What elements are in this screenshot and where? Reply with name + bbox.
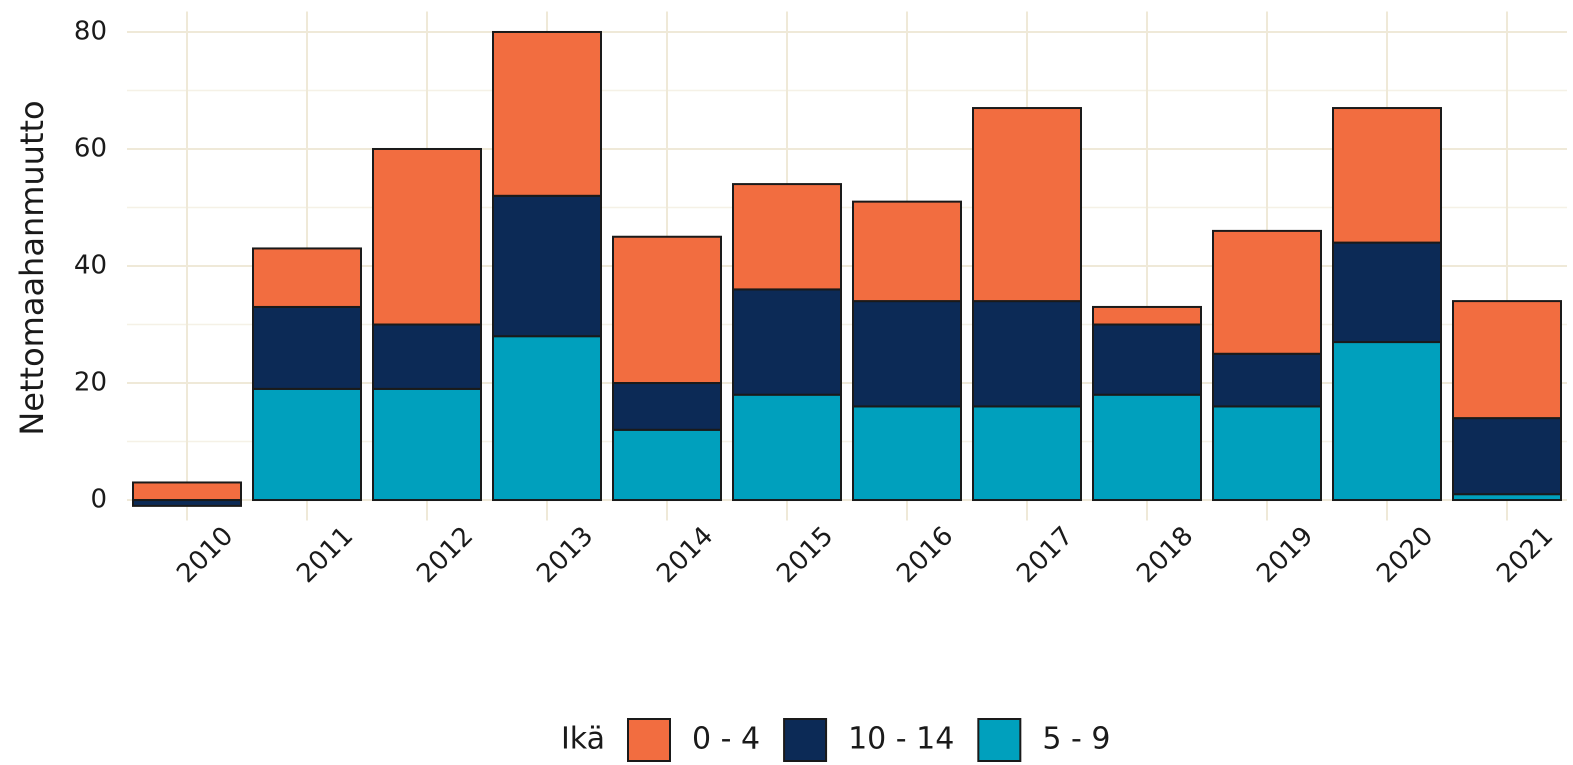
bar-segment bbox=[972, 405, 1082, 502]
bar-segment bbox=[1452, 300, 1562, 420]
y-tick-label: 80 bbox=[74, 16, 107, 46]
bar-segment bbox=[972, 107, 1082, 303]
bar-segment bbox=[612, 428, 722, 502]
bar-segment bbox=[372, 323, 482, 390]
x-tick-label: 2021 bbox=[1491, 521, 1559, 589]
bar-segment bbox=[252, 387, 362, 502]
bar-segment bbox=[132, 481, 242, 502]
bar-segment bbox=[1452, 417, 1562, 496]
x-tick-label: 2013 bbox=[531, 521, 599, 589]
legend-title: Ikä bbox=[561, 722, 605, 757]
bar-segment bbox=[1212, 405, 1322, 502]
bar-segment bbox=[1092, 323, 1202, 396]
x-tick-label: 2018 bbox=[1131, 521, 1199, 589]
bar-segment bbox=[732, 393, 842, 502]
bar-segment bbox=[1092, 305, 1202, 326]
legend-label: 10 - 14 bbox=[848, 722, 954, 757]
bar-segment bbox=[492, 335, 602, 502]
y-tick-label: 0 bbox=[90, 485, 107, 515]
x-tick-label: 2019 bbox=[1251, 521, 1319, 589]
bar-segment bbox=[732, 183, 842, 291]
x-tick-label: 2015 bbox=[771, 521, 839, 589]
y-tick-label: 60 bbox=[74, 133, 107, 163]
bar-segment bbox=[372, 387, 482, 502]
bar-segment bbox=[732, 288, 842, 396]
bar-segment bbox=[492, 30, 602, 197]
bar-segment bbox=[1212, 352, 1322, 408]
bar-segment bbox=[612, 382, 722, 431]
bar-segment bbox=[1332, 341, 1442, 502]
bar-segment bbox=[852, 300, 962, 408]
legend-swatch bbox=[977, 718, 1022, 762]
x-tick-label: 2014 bbox=[651, 521, 719, 589]
x-tick-label: 2010 bbox=[171, 521, 239, 589]
y-tick-label: 20 bbox=[74, 368, 107, 398]
x-tick-label: 2020 bbox=[1371, 521, 1439, 589]
legend-label: 0 - 4 bbox=[692, 722, 760, 757]
legend-swatch bbox=[783, 718, 828, 762]
bar-segment bbox=[252, 305, 362, 390]
bar-segment bbox=[372, 147, 482, 326]
bar-segment bbox=[852, 200, 962, 303]
bar-segment bbox=[1092, 393, 1202, 502]
bar-segment bbox=[1332, 107, 1442, 244]
bar-segment bbox=[1332, 241, 1442, 344]
legend-label: 5 - 9 bbox=[1042, 722, 1110, 757]
x-tick-label: 2016 bbox=[891, 521, 959, 589]
bar-segment bbox=[972, 300, 1082, 408]
bar-segment bbox=[1212, 229, 1322, 355]
bar-segment bbox=[252, 247, 362, 308]
bar-segment bbox=[612, 235, 722, 385]
bar-segment bbox=[852, 405, 962, 502]
y-axis-title: Nettomaahanmuutto bbox=[13, 100, 51, 435]
x-tick-label: 2017 bbox=[1011, 521, 1079, 589]
x-tick-label: 2011 bbox=[291, 521, 359, 589]
y-tick-label: 40 bbox=[74, 251, 107, 281]
bar-segment bbox=[492, 194, 602, 338]
legend-swatch bbox=[627, 718, 671, 762]
x-tick-label: 2012 bbox=[411, 521, 479, 589]
